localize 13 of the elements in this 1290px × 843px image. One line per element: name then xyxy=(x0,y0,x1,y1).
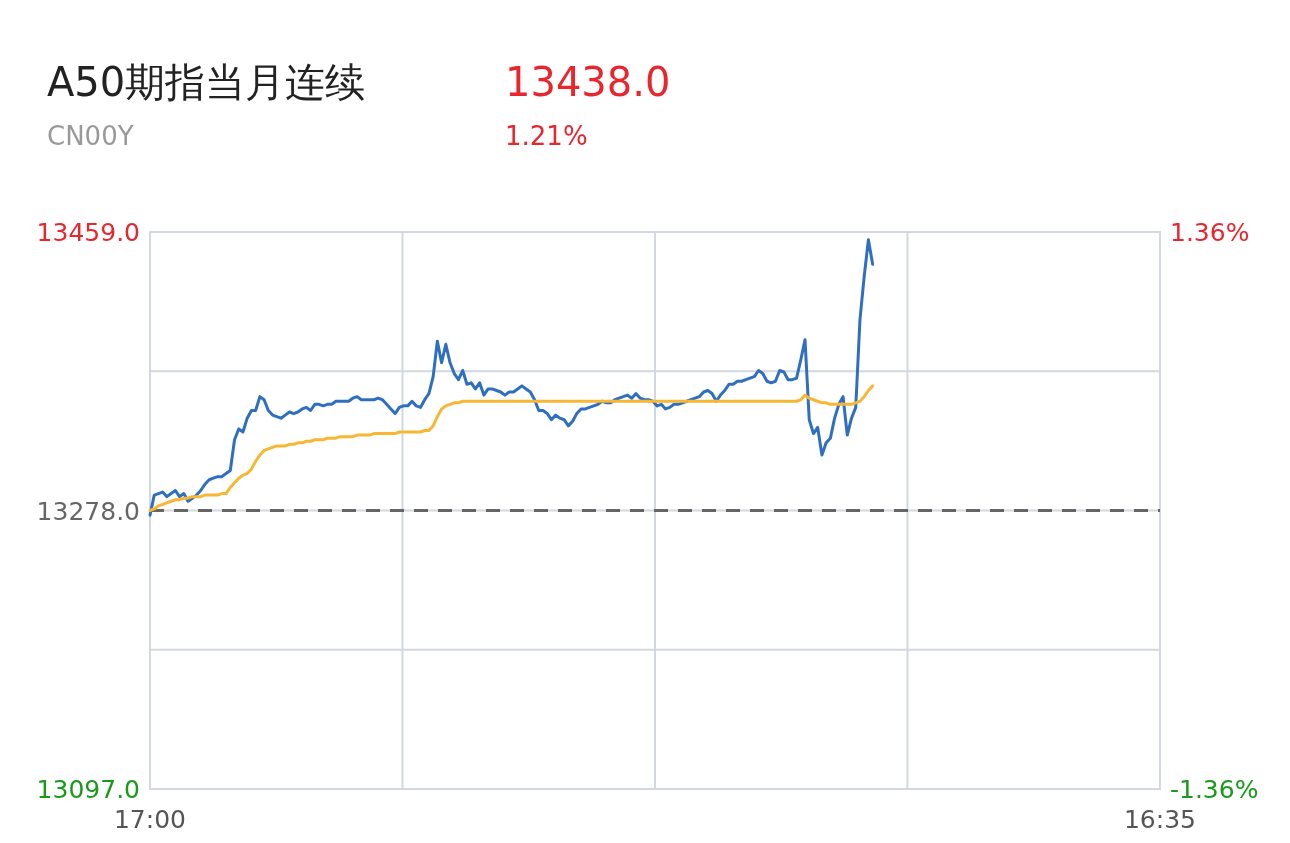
x-tick-label: 16:35 xyxy=(1123,805,1197,834)
text: 1.21% xyxy=(505,121,588,151)
text: 13438.0 xyxy=(505,59,671,105)
chart-subtitle: CN00Y xyxy=(47,121,134,151)
y-tick-label: 13459.0 xyxy=(36,218,140,247)
y-tick-label: 13278.0 xyxy=(36,496,140,526)
y2-tick-label: -1.36% xyxy=(1170,775,1259,804)
x-tick-label: 17:00 xyxy=(113,805,187,834)
chart-title: A50期指当月连续 xyxy=(47,59,366,105)
y2-tick-label: 1.36% xyxy=(1170,218,1250,247)
line-series xyxy=(148,238,875,517)
y-tick-label: 13097.0 xyxy=(36,775,140,804)
line-series xyxy=(148,384,875,512)
